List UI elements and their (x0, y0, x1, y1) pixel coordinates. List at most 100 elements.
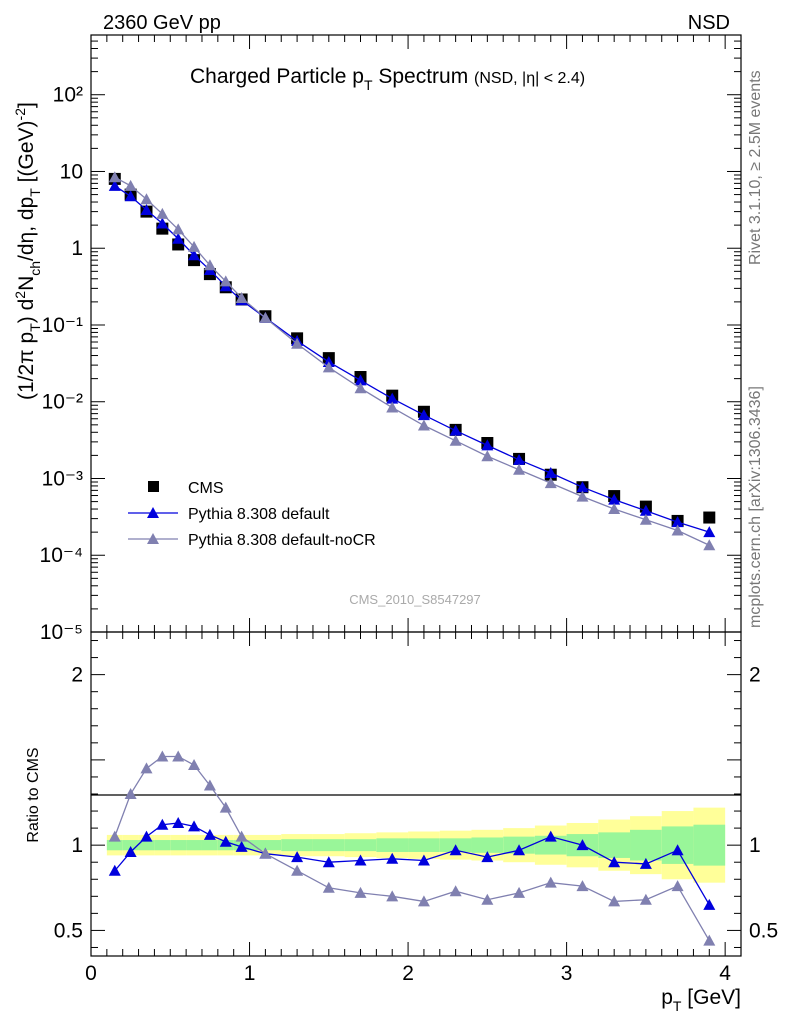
ratio-data-layer (108, 750, 716, 946)
ratio-series-point (354, 886, 367, 898)
inner-uncertainty-band (376, 838, 409, 852)
main-series-point (203, 259, 216, 271)
ratio-series-point (322, 856, 335, 868)
ratio-series-point (156, 818, 169, 830)
inner-uncertainty-band (693, 824, 726, 866)
main-series-point (188, 249, 201, 261)
main-series-point (671, 516, 684, 528)
x-tick-label: 3 (561, 962, 573, 985)
main-series-point (544, 466, 557, 478)
ratio-y-tick-label-right: 1 (749, 834, 761, 857)
main-series-point (576, 490, 589, 502)
ratio-series-point (188, 759, 201, 771)
ratio-ticks (90, 632, 742, 956)
ratio-series-point (124, 845, 137, 857)
ratio-series-point (417, 854, 430, 866)
ratio-series-1 (108, 750, 716, 946)
main-series-point (124, 179, 137, 191)
main-y-tick-label: 10⁻³ (42, 467, 83, 490)
main-series-point (639, 504, 652, 516)
legend-default-marker (147, 507, 159, 518)
main-series-point (417, 419, 430, 431)
ratio-series-point (219, 801, 232, 813)
main-series-point (671, 524, 684, 536)
ratio-series-point (449, 844, 462, 856)
main-series-point (703, 526, 716, 538)
main-series-point (481, 439, 494, 451)
ratio-series-point (481, 851, 494, 863)
ratio-y-tick-label: 0.5 (54, 919, 83, 942)
energy-label: 2360 GeV pp (103, 12, 221, 34)
main-series-point (172, 232, 185, 244)
ratio-series-point (259, 847, 272, 859)
ratio-series-point (386, 890, 399, 902)
ratio-y-label: Ratio to CMS (25, 747, 42, 842)
main-series-point (235, 291, 248, 303)
inner-uncertainty-band (598, 832, 631, 858)
main-y-tick-label: 1 (71, 237, 83, 260)
ratio-series-point (156, 750, 169, 762)
main-series-point (544, 477, 557, 489)
main-series-point (513, 453, 526, 465)
rivet-label: Rivet 3.1.10, ≥ 2.5M events (747, 70, 764, 265)
ratio-y-tick-label: 1 (71, 834, 83, 857)
ratio-series-point (703, 898, 716, 910)
ratio-series-point (608, 856, 621, 868)
main-series-point (322, 361, 335, 373)
main-series-point (156, 207, 169, 219)
main-series-point (513, 463, 526, 475)
ratio-series-point (449, 885, 462, 897)
main-y-label: (1/2π pT) d2Nch/dη, dpT [(GeV)-2] (12, 102, 43, 400)
ratio-series-point (124, 788, 137, 799)
ratio-series-point (188, 820, 201, 832)
ratio-series-point (354, 854, 367, 866)
main-series-point (219, 275, 232, 287)
ratio-series-point (544, 830, 557, 842)
ratio-panel: 0 1 2 3 4 0.5 0.5 1 1 2 2 Ratio to CMS pT [GeV] (25, 631, 778, 1014)
mcplots-label: mcplots.cern.ch [arXiv:1306.3436] (747, 386, 764, 628)
ratio-uncertainty-bands (106, 807, 726, 883)
main-series-line (114, 185, 710, 533)
ratio-series-point (235, 840, 248, 852)
ratio-series-point (219, 835, 232, 847)
ratio-series-point (172, 816, 185, 828)
ratio-tick-labels: 0 1 2 3 4 0.5 0.5 1 1 2 2 (54, 664, 778, 985)
ratio-series-point (417, 895, 430, 907)
ratio-series-point (671, 880, 684, 892)
ratio-series-point (108, 864, 121, 876)
main-series-point (576, 481, 589, 493)
main-data-layer (108, 171, 716, 551)
main-series-point (449, 424, 462, 436)
ratio-series-point (386, 852, 399, 864)
legend-cms-marker (148, 481, 159, 492)
ratio-series-point (172, 750, 185, 762)
ratio-series-point (576, 880, 589, 892)
inner-uncertainty-band (138, 840, 155, 851)
x-tick-label: 2 (402, 962, 414, 985)
x-tick-label: 1 (244, 962, 256, 985)
main-y-tick-label: 10⁻¹ (42, 314, 83, 337)
inner-uncertainty-band (201, 840, 218, 851)
main-series-point (417, 409, 430, 421)
main-series-point (291, 337, 304, 349)
inner-uncertainty-band (122, 840, 139, 851)
x-axis-label: pT [GeV] (661, 986, 741, 1014)
main-series-point (481, 450, 494, 462)
inner-uncertainty-band (186, 840, 202, 851)
inner-uncertainty-band (344, 839, 377, 852)
main-series-point (140, 203, 153, 215)
ratio-series-point (203, 779, 216, 791)
ratio-series-point (108, 830, 121, 842)
main-series-point (188, 240, 201, 252)
ratio-frame (90, 631, 742, 957)
inner-uncertainty-band (471, 837, 504, 853)
inner-uncertainty-band (106, 840, 123, 851)
main-series-point (639, 513, 652, 525)
main-series-point (703, 539, 716, 551)
main-y-tick-labels: 10⁻⁵ 10⁻⁴ 10⁻³ 10⁻² 10⁻¹ 1 10 10² (40, 84, 83, 644)
inner-uncertainty-band (170, 840, 187, 851)
ratio-series-0 (108, 816, 716, 910)
main-ticks (90, 34, 742, 633)
ratio-series-point (481, 893, 494, 905)
